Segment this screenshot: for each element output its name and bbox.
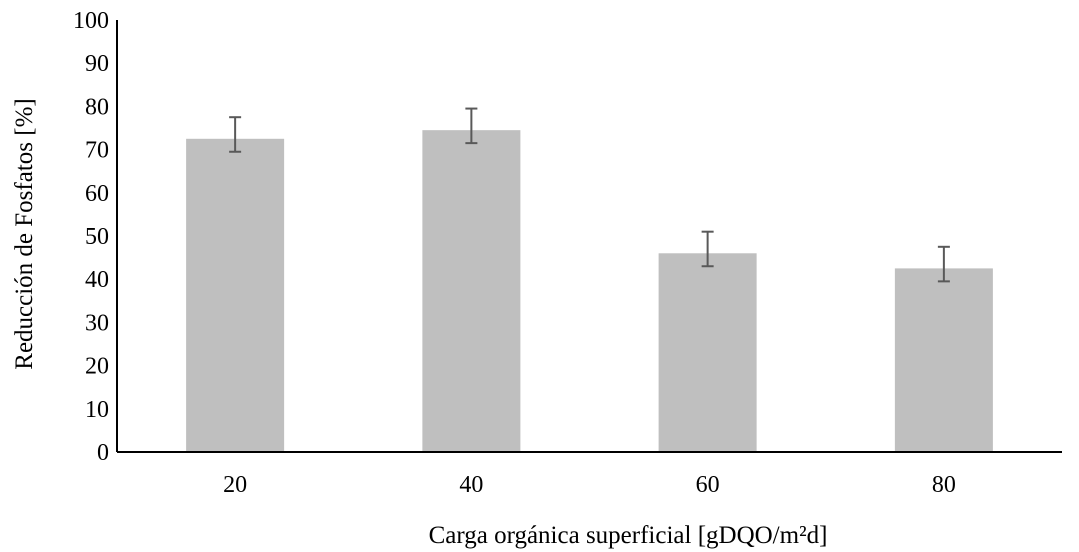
x-tick-labels: 20 40 60 80 [223, 472, 956, 498]
error-bar-60 [701, 230, 714, 268]
y-tick-label: 50 [85, 224, 109, 250]
error-bars-layer [229, 107, 950, 283]
y-tick-label: 0 [97, 440, 109, 466]
x-tick-label: 40 [459, 472, 483, 498]
bar-40 [422, 130, 521, 452]
x-axis-title: Carga orgánica superficial [gDQO/m²d] [429, 522, 828, 549]
y-tick-label: 100 [73, 8, 109, 34]
y-axis-title: Reducción de Fosfatos [%] [11, 98, 38, 369]
x-tick-label: 60 [696, 472, 720, 498]
bar-80 [894, 268, 993, 452]
y-tick-label: 10 [85, 397, 109, 423]
error-bar-20 [229, 116, 242, 153]
x-tick-label: 80 [932, 472, 956, 498]
bars-layer [186, 130, 993, 453]
error-bar-80 [937, 245, 950, 283]
x-tick-label: 20 [223, 472, 247, 498]
y-tick-labels: 0 10 20 30 40 50 60 70 80 90 100 [73, 8, 109, 466]
y-tick-label: 60 [85, 181, 109, 207]
y-tick-label: 30 [85, 310, 109, 336]
y-tick-label: 90 [85, 51, 109, 77]
y-tick-label: 40 [85, 267, 109, 293]
y-tick-label: 80 [85, 94, 109, 120]
bar-20 [186, 138, 285, 453]
axes-layer [116, 20, 1062, 453]
y-tick-label: 70 [85, 138, 109, 164]
error-bar-40 [465, 107, 478, 145]
bar-60 [658, 253, 757, 452]
y-tick-label: 20 [85, 354, 109, 380]
